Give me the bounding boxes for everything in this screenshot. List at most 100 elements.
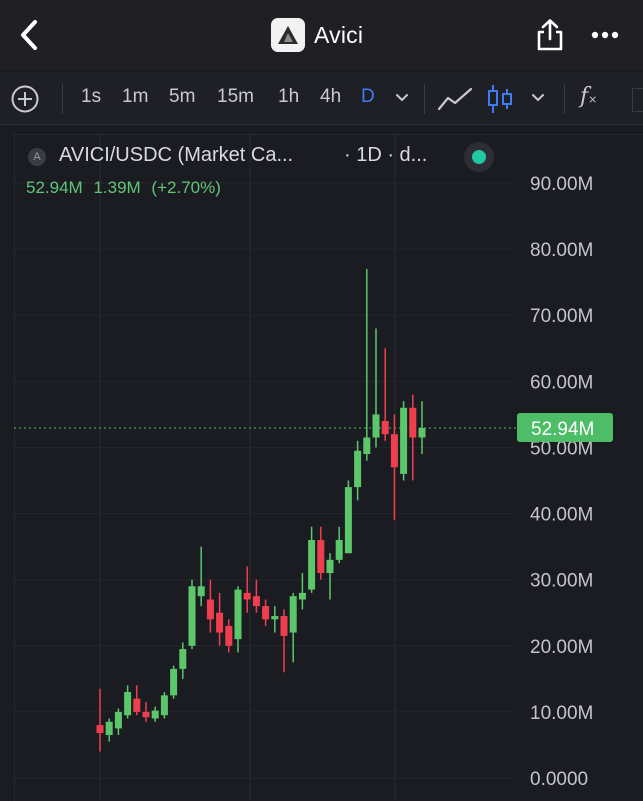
- candle: [280, 609, 288, 673]
- chart-legend: A AVICI/USDC (Market Ca... · 1D · d... 5…: [14, 140, 494, 200]
- candle: [216, 592, 224, 646]
- candle: [179, 642, 187, 679]
- candle: [354, 440, 362, 501]
- candle-body: [179, 649, 187, 669]
- candle: [308, 526, 316, 593]
- last-price-tag-bg: [517, 413, 613, 443]
- app-title-group: Avici: [271, 17, 363, 53]
- timeframe-5m[interactable]: 5m: [169, 86, 196, 107]
- timeframe-15m[interactable]: 15m: [217, 86, 254, 107]
- y-tick-label: 50.00M: [530, 438, 593, 459]
- candle-body: [197, 586, 205, 597]
- timeframe-1h[interactable]: 1h: [278, 86, 300, 107]
- candle: [142, 701, 150, 722]
- candle-body: [418, 428, 426, 438]
- indicator-fx-icon[interactable]: f×: [580, 84, 598, 109]
- candle: [133, 685, 141, 716]
- candle: [344, 480, 352, 554]
- candle-body: [170, 668, 178, 696]
- chart-area[interactable]: [14, 134, 643, 801]
- candle-body: [234, 589, 242, 640]
- candle: [271, 606, 279, 633]
- candle-body: [344, 487, 352, 554]
- y-tick-label: 20.00M: [530, 637, 593, 658]
- add-circle-icon[interactable]: [10, 84, 40, 114]
- y-tick-label: 30.00M: [530, 571, 593, 592]
- candle: [170, 665, 178, 699]
- more-icon[interactable]: [588, 25, 622, 45]
- y-tick-label: 40.00M: [530, 505, 593, 526]
- candle-body: [252, 596, 260, 607]
- share-icon[interactable]: [534, 18, 566, 52]
- candle: [418, 401, 426, 455]
- y-tick-label: 60.00M: [530, 372, 593, 393]
- y-tick-label: 90.00M: [530, 174, 593, 195]
- candle: [197, 546, 205, 607]
- candle-body: [271, 616, 279, 620]
- candlestick-icon[interactable]: [486, 83, 514, 115]
- last-price-label: 52.94M: [531, 419, 594, 440]
- legend-change: 1.39M: [93, 178, 141, 197]
- candle: [252, 579, 260, 613]
- candle: [335, 526, 343, 564]
- chevron-left-icon[interactable]: [14, 18, 44, 52]
- chart-grid: [14, 134, 515, 800]
- candle-body: [188, 586, 196, 646]
- y-tick-label: 80.00M: [530, 240, 593, 261]
- y-axis: 0.0000 10.00M 20.00M 30.00M 40.00M 50.00M 60.0…: [530, 174, 593, 790]
- status-dot-icon: [472, 150, 486, 164]
- chevron-down-icon[interactable]: [395, 92, 409, 104]
- y-tick-label: 0.0000: [530, 769, 588, 790]
- app-title: Avici: [314, 21, 364, 48]
- candle: [96, 688, 104, 752]
- candle-body: [124, 692, 132, 716]
- toolbar-overflow-edge: [632, 88, 643, 112]
- candle-body: [114, 711, 122, 729]
- candle-body: [381, 421, 389, 435]
- candle-body: [308, 540, 316, 590]
- candle-body: [390, 434, 398, 468]
- candle: [262, 599, 270, 626]
- timeframe-1s[interactable]: 1s: [81, 86, 102, 107]
- candle-body: [142, 711, 150, 718]
- last-price-tag: 52.94M: [517, 413, 613, 443]
- candle-body: [326, 559, 334, 574]
- candle: [234, 586, 242, 653]
- candle-body: [105, 721, 113, 736]
- candle: [243, 566, 251, 613]
- timeframe-4h[interactable]: 4h: [320, 86, 342, 107]
- market-status[interactable]: [464, 142, 494, 172]
- symbol-name[interactable]: AVICI/USDC (Market Ca...: [59, 144, 294, 166]
- candle: [298, 573, 306, 610]
- candle: [409, 394, 417, 481]
- candle: [326, 553, 334, 600]
- legend-values: 52.94M 1.39M (+2.70%): [26, 178, 227, 198]
- timeframe-d[interactable]: D: [361, 86, 375, 107]
- legend-change-pct: (+2.70%): [151, 178, 221, 197]
- candle-body: [151, 710, 159, 719]
- candle-body: [400, 407, 408, 474]
- candle-body: [354, 450, 362, 488]
- candle: [289, 592, 297, 663]
- candle: [400, 401, 408, 481]
- candle: [124, 685, 132, 719]
- candle: [160, 692, 168, 719]
- top-bar: Avici: [0, 0, 643, 70]
- chart-toolbar: 1s 1m 5m 15m 1h 4h D f×: [0, 72, 643, 125]
- candle-body: [160, 695, 168, 716]
- candle: [188, 579, 196, 650]
- toolbar-divider: [62, 84, 63, 114]
- y-tick-label: 10.00M: [530, 703, 593, 724]
- interval-label[interactable]: · 1D · d...: [344, 144, 428, 166]
- candle: [206, 579, 214, 633]
- candle-body: [225, 625, 233, 646]
- candle-body: [289, 596, 297, 633]
- candle-body: [317, 540, 325, 574]
- line-chart-icon[interactable]: [437, 85, 473, 113]
- chevron-down-icon[interactable]: [531, 92, 545, 104]
- timeframe-1m[interactable]: 1m: [122, 86, 149, 107]
- candle: [381, 348, 389, 441]
- avici-logo-icon: [271, 18, 305, 52]
- candle: [151, 706, 159, 722]
